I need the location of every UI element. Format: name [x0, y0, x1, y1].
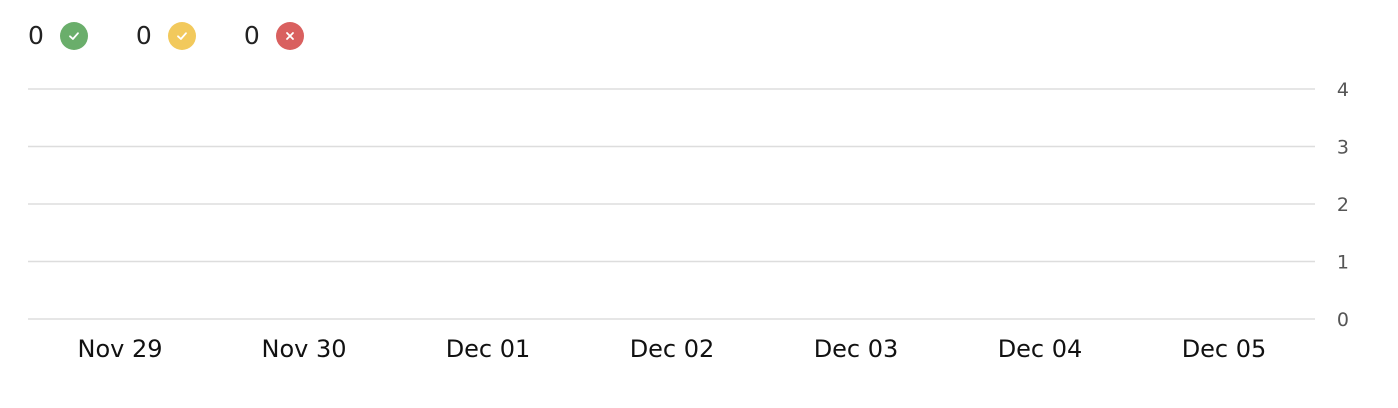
status-success[interactable]: 0	[28, 18, 88, 54]
x-tick-label: Nov 30	[261, 335, 346, 363]
x-tick-label: Dec 04	[998, 335, 1083, 363]
close-icon	[275, 22, 304, 50]
y-tick-label: 2	[1337, 194, 1349, 216]
x-tick-label: Nov 29	[77, 335, 162, 363]
check-icon	[167, 22, 196, 50]
x-tick-label: Dec 01	[446, 335, 531, 363]
success-count: 0	[28, 21, 44, 50]
x-axis: Nov 29 Nov 30 Dec 01 Dec 02 Dec 03 Dec 04 Dec …	[77, 335, 1266, 363]
warning-count: 0	[135, 21, 152, 50]
status-summary: 0 0 0	[28, 18, 352, 54]
y-tick-label: 4	[1337, 79, 1349, 101]
x-tick-label: Dec 03	[814, 335, 899, 363]
failed-count: 0	[243, 21, 260, 50]
y-tick-label: 1	[1337, 252, 1349, 274]
x-tick-label: Dec 02	[630, 335, 715, 363]
status-warning[interactable]: 0	[136, 18, 196, 54]
status-failed[interactable]: 0	[244, 18, 304, 54]
y-axis: 0 1 2 3 4	[1337, 79, 1349, 331]
y-tick-label: 3	[1337, 137, 1349, 159]
chart-gridlines	[28, 88, 1315, 320]
check-icon	[59, 22, 88, 50]
y-tick-label: 0	[1337, 309, 1349, 331]
x-tick-label: Dec 05	[1182, 335, 1267, 363]
